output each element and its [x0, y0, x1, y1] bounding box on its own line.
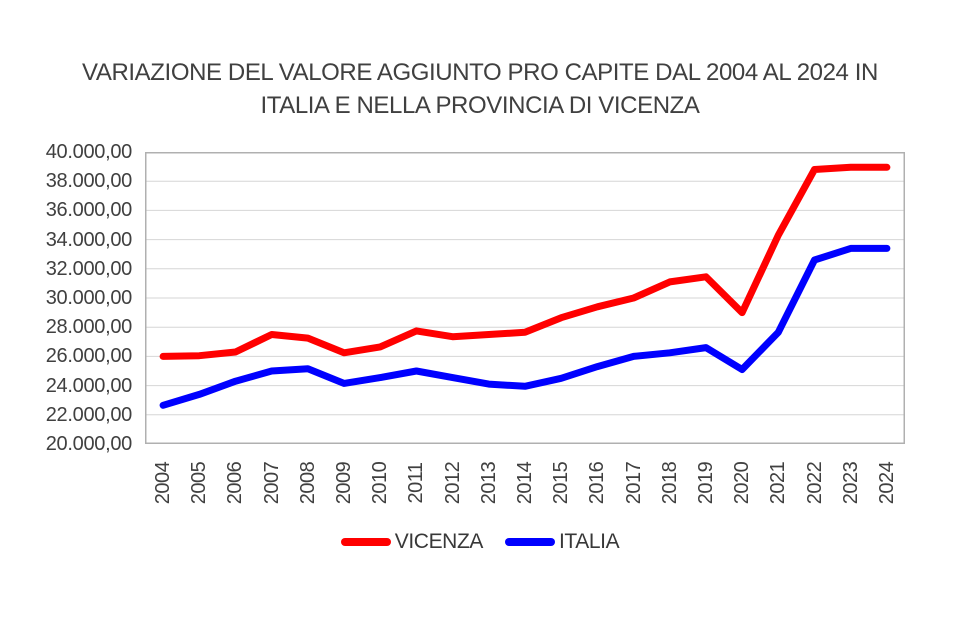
x-axis-year-label: 2015 [550, 461, 573, 505]
x-axis-year-label: 2020 [731, 461, 754, 505]
x-axis-year-label: 2019 [694, 461, 717, 505]
x-axis-year-label: 2010 [369, 461, 392, 505]
y-axis-tick-label: 38.000,00 [45, 170, 133, 193]
chart-title-line-1: VARIAZIONE DEL VALORE AGGIUNTO PRO CAPIT… [82, 59, 878, 86]
legend-swatch-italia [504, 538, 555, 546]
y-axis-tick-label: 36.000,00 [45, 199, 133, 222]
chart-title-line-2: ITALIA E NELLA PROVINCIA DI VICENZA [260, 92, 700, 119]
plot-svg [145, 152, 905, 444]
y-axis-tick-label: 28.000,00 [45, 316, 133, 339]
y-axis-tick-label: 24.000,00 [45, 374, 133, 397]
legend-label-vicenza: VICENZA [394, 530, 484, 553]
x-axis-year-label: 2005 [188, 461, 211, 505]
x-axis-year-label: 2017 [622, 461, 645, 505]
y-axis-tick-label: 34.000,00 [45, 228, 133, 251]
x-axis-year-label: 2014 [514, 461, 536, 505]
y-axis-tick-label: 32.000,00 [45, 257, 133, 280]
x-axis-year-label: 2012 [441, 461, 464, 505]
plot-area [145, 152, 905, 444]
x-axis-year-label: 2018 [658, 461, 681, 505]
chart-title: VARIAZIONE DEL VALORE AGGIUNTO PRO CAPIT… [0, 56, 960, 122]
legend-label-italia: ITALIA [558, 530, 620, 553]
x-axis-year-label: 2024 [875, 461, 898, 505]
x-axis-year-label: 2011 [405, 462, 428, 504]
legend-item-vicenza: VICENZA [340, 530, 484, 554]
x-axis-year-label: 2006 [224, 461, 247, 505]
x-axis-year-label: 2007 [260, 461, 283, 505]
x-axis-year-label: 2009 [333, 461, 356, 505]
x-axis-year-label: 2023 [839, 461, 862, 505]
series-line-vicenza [159, 163, 891, 360]
legend-swatch-vicenza [340, 538, 391, 546]
series-line-italia [159, 244, 891, 409]
legend: VICENZA ITALIA [0, 530, 960, 554]
y-axis-tick-label: 26.000,00 [45, 345, 133, 368]
legend-item-italia: ITALIA [504, 530, 620, 554]
y-axis-tick-label: 22.000,00 [45, 403, 133, 426]
y-axis-tick-label: 20.000,00 [45, 433, 133, 455]
plot-border [145, 152, 905, 444]
x-axis-year-label: 2021 [767, 461, 790, 505]
x-axis-year-label: 2004 [152, 461, 175, 505]
x-axis-year-label: 2013 [477, 461, 500, 505]
x-axis-year-label: 2016 [586, 461, 609, 505]
x-axis-year-label: 2022 [803, 461, 826, 505]
y-axis-tick-label: 30.000,00 [45, 287, 133, 309]
x-axis-year-label: 2008 [296, 461, 319, 505]
y-axis-tick-label: 40.000,00 [45, 141, 133, 163]
